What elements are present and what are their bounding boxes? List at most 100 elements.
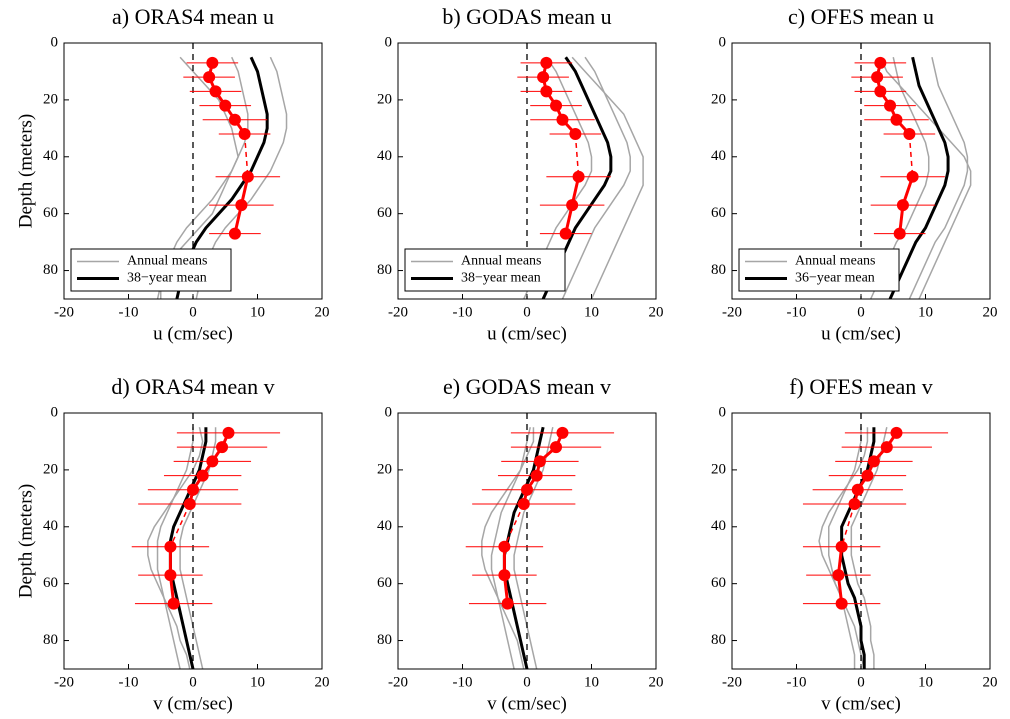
obs-point (861, 469, 874, 482)
obs-point (167, 597, 180, 610)
y-tick-label: 80 (711, 262, 726, 278)
y-axis-label: Depth (meters) (15, 484, 36, 598)
x-tick-label: -20 (388, 304, 408, 320)
x-tick-label: 20 (315, 304, 330, 320)
obs-point (832, 569, 845, 582)
obs-segment (574, 133, 580, 177)
obs-point (835, 540, 848, 553)
x-tick-label: 20 (983, 304, 998, 320)
panel-title: d) ORAS4 mean v (111, 374, 274, 399)
x-tick-label: -10 (453, 674, 473, 690)
obs-segment (908, 133, 914, 177)
obs-point (896, 199, 909, 212)
y-tick-label: 20 (43, 91, 58, 107)
obs-point (890, 426, 903, 439)
y-tick-label: 60 (377, 205, 392, 221)
x-axis-label: v (cm/sec) (487, 693, 567, 714)
x-tick-label: 0 (857, 674, 865, 690)
y-tick-label: 0 (51, 34, 59, 50)
obs-point (874, 56, 887, 69)
annual-line (908, 57, 969, 299)
obs-segment (243, 133, 249, 177)
obs-point (566, 199, 579, 212)
legend-label: Annual means (795, 254, 875, 269)
obs-point (498, 540, 511, 553)
legend-box (70, 248, 232, 292)
obs-point (521, 483, 533, 496)
x-axis-label: u (cm/sec) (153, 323, 233, 344)
y-tick-label: 80 (711, 632, 726, 648)
panel: -20 -10 0 10 20 0 20 40 60 80 e) GODAS mean v v (cm… (377, 374, 664, 714)
x-axis-label: u (cm/sec) (821, 323, 901, 344)
obs-point (183, 498, 196, 511)
obs-point (222, 426, 235, 439)
y-axis-label: Depth (meters) (15, 114, 36, 228)
obs-point (903, 128, 916, 141)
y-tick-label: 60 (43, 575, 58, 591)
y-tick-label: 0 (51, 404, 59, 420)
obs-point (164, 540, 177, 553)
y-tick-label: 40 (377, 148, 392, 164)
y-tick-label: 0 (719, 34, 727, 50)
legend-label: Annual means (461, 254, 541, 269)
x-tick-label: -20 (54, 304, 74, 320)
panel: -20 -10 0 10 20 0 20 40 60 80 f) OFES mean v v (cm/… (711, 374, 998, 714)
obs-segment (840, 503, 856, 547)
mean-line (888, 56, 950, 299)
x-tick-label: -10 (119, 674, 139, 690)
panel: -20 -10 0 10 20 0 20 40 60 80 b) GODAS mean u u (cm… (377, 4, 664, 344)
legend: Annual means 38−year mean (404, 248, 566, 292)
annual-line (156, 427, 194, 669)
legend-label: 38−year mean (461, 271, 541, 286)
x-tick-label: -10 (453, 304, 473, 320)
obs-point (235, 199, 248, 212)
x-tick-label: 10 (584, 674, 599, 690)
obs-point (884, 99, 897, 112)
plot-area (131, 413, 281, 669)
y-tick-label: 0 (385, 404, 393, 420)
y-tick-label: 20 (377, 461, 392, 477)
obs-point (890, 113, 903, 126)
obs-point (556, 113, 569, 126)
panel: -20 -10 0 10 20 0 20 40 60 80 a) ORAS4 mean u u (cm… (15, 4, 329, 344)
x-tick-label: 20 (315, 674, 330, 690)
annual-line (818, 427, 869, 669)
legend-label: 36−year mean (795, 271, 875, 286)
obs-point (206, 455, 219, 468)
y-tick-label: 80 (43, 262, 58, 278)
y-tick-label: 60 (711, 205, 726, 221)
y-tick-label: 0 (719, 404, 727, 420)
obs-segment (503, 503, 525, 547)
obs-point (219, 99, 232, 112)
x-tick-label: 10 (584, 304, 599, 320)
obs-point (540, 85, 553, 98)
x-tick-label: 20 (649, 674, 664, 690)
obs-point (906, 170, 919, 183)
obs-point (196, 469, 209, 482)
y-tick-label: 20 (43, 461, 58, 477)
x-tick-label: -10 (787, 304, 807, 320)
obs-point (867, 455, 880, 468)
legend: Annual means 38−year mean (70, 248, 232, 292)
legend-box (404, 248, 566, 292)
plot-area (465, 413, 615, 669)
y-tick-label: 40 (711, 518, 726, 534)
obs-point (556, 426, 569, 439)
obs-point (540, 56, 553, 69)
x-tick-label: -20 (722, 674, 742, 690)
obs-point (206, 56, 219, 69)
obs-point (228, 227, 241, 240)
y-tick-label: 0 (385, 34, 393, 50)
y-tick-label: 20 (377, 91, 392, 107)
x-tick-label: 0 (523, 304, 531, 320)
x-tick-label: 10 (250, 674, 265, 690)
y-tick-label: 80 (377, 632, 392, 648)
y-tick-label: 40 (43, 518, 58, 534)
y-tick-label: 40 (377, 518, 392, 534)
obs-point (572, 170, 585, 183)
obs-point (893, 227, 906, 240)
x-tick-label: 20 (983, 674, 998, 690)
x-axis-label: v (cm/sec) (821, 693, 901, 714)
annual-line (850, 427, 888, 669)
